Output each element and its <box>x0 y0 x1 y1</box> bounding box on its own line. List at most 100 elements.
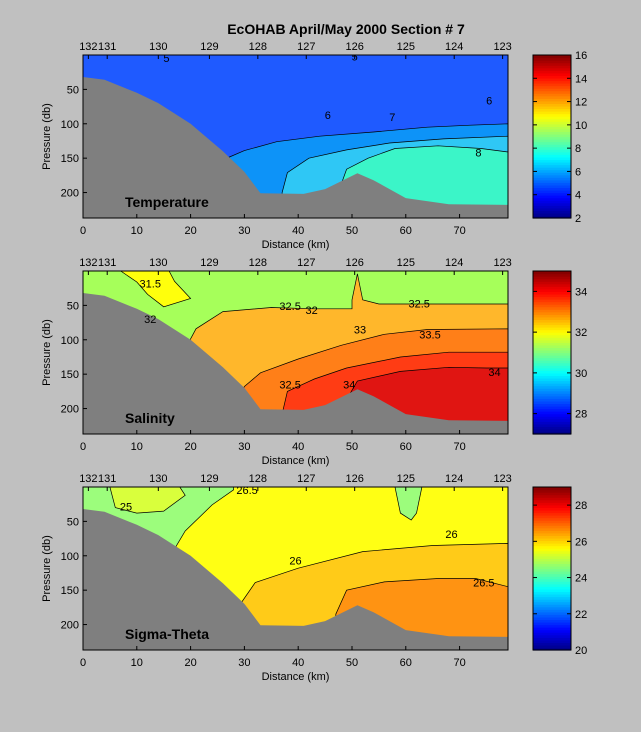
salinity-axes-box <box>82 270 509 435</box>
sigma-theta-station-label: 128 <box>249 473 267 485</box>
sigma-theta-colorbar: 20 22 24 26 28 <box>532 486 587 657</box>
temperature-colorbar-step <box>533 67 571 71</box>
temperature-colorbar-step <box>533 121 571 125</box>
salinity-colorbar-step <box>533 365 571 369</box>
sigma-theta-contour-label: 26 <box>445 529 457 541</box>
salinity-colorbar-step <box>533 337 571 341</box>
temperature-y-axis-label: Pressure (db) <box>41 103 53 170</box>
salinity-colorbar-step <box>533 411 571 415</box>
temperature-colorbar-step <box>533 131 571 135</box>
salinity-contour-label: 32 <box>306 305 318 317</box>
sigma-theta-contour-label: 26.5 <box>473 578 494 590</box>
temperature-contour-label: 7 <box>389 112 395 124</box>
sigma-theta-x-tick-label: 10 <box>131 657 143 669</box>
salinity-colorbar-step <box>533 301 571 305</box>
temperature-colorbar-step <box>533 200 571 204</box>
salinity-y-tick-label: 50 <box>67 300 79 312</box>
sigma-theta-colorbar-step <box>533 583 571 587</box>
sigma-theta-colorbar-step <box>533 596 571 600</box>
temperature-colorbar-step <box>533 136 571 140</box>
sigma-theta-contour-band <box>109 487 186 514</box>
temperature-colorbar-step <box>533 139 571 143</box>
sigma-theta-contour-label: 26 <box>289 556 301 568</box>
temperature-x-tick-label: 70 <box>453 225 465 237</box>
sigma-theta-colorbar-step <box>533 586 571 590</box>
sigma-theta-colorbar-step <box>533 599 571 603</box>
temperature-station-label: 132 <box>79 41 97 53</box>
sigma-theta-x-tick-label: 50 <box>346 657 358 669</box>
temperature-x-tick-label: 40 <box>292 225 304 237</box>
temperature-x-axis-label: Distance (km) <box>262 239 330 251</box>
salinity-contour-label: 32.5 <box>279 301 300 313</box>
temperature-contour-label: 5 <box>163 53 169 65</box>
sigma-theta-colorbar-step <box>533 568 571 572</box>
temperature-colorbar-step <box>533 77 571 82</box>
sigma-theta-colorbar-tick-label: 26 <box>575 536 587 548</box>
temperature-colorbar-step <box>533 133 571 138</box>
salinity-colorbar-step <box>533 428 571 433</box>
salinity-colorbar-step <box>533 349 571 354</box>
salinity-station-label: 131 <box>98 257 116 269</box>
salinity-colorbar-step <box>533 357 571 361</box>
temperature-station-label: 124 <box>445 41 463 53</box>
salinity-contour-label: 34 <box>488 367 500 379</box>
salinity-colorbar-tick-label: 32 <box>575 327 587 339</box>
temperature-colorbar-step <box>533 128 571 133</box>
salinity-colorbar: 28 30 32 34 <box>532 270 587 435</box>
sigma-theta-x-tick-label: 30 <box>238 657 250 669</box>
sigma-theta-colorbar-step <box>533 558 571 562</box>
temperature-colorbar-step <box>533 189 571 194</box>
temperature-colorbar-step <box>533 149 571 153</box>
temperature-colorbar-step <box>533 182 571 186</box>
sigma-theta-x-axis-label: Distance (km) <box>262 671 330 683</box>
temperature-colorbar-step <box>533 62 571 66</box>
temperature-colorbar-step <box>533 88 571 92</box>
salinity-colorbar-step <box>533 390 571 394</box>
sigma-theta-colorbar-step <box>533 535 571 539</box>
sigma-theta-colorbar-tick-label: 20 <box>575 645 587 657</box>
salinity-colorbar-step <box>533 329 571 333</box>
salinity-contour-label: 31.5 <box>140 278 161 290</box>
sigma-theta-x-tick-label: 60 <box>400 657 412 669</box>
temperature-colorbar-step <box>533 212 571 217</box>
temperature-colorbar-step <box>533 205 571 209</box>
salinity-station-label: 130 <box>149 257 167 269</box>
salinity-colorbar-step <box>533 372 571 377</box>
salinity-colorbar-step <box>533 334 571 338</box>
salinity-colorbar-step <box>533 344 571 349</box>
salinity-colorbar-step <box>533 388 571 392</box>
temperature-colorbar-step <box>533 174 571 178</box>
salinity-y-tick-label: 100 <box>61 335 79 347</box>
temperature-colorbar-step <box>533 202 571 206</box>
panels: 556678Temperature 0 10 20 30 40 50 60 70 132 131 13… <box>41 41 587 683</box>
temperature-x-tick-label: 50 <box>346 225 358 237</box>
salinity-colorbar-step <box>533 393 571 397</box>
temperature-plot-area: 5 5 6 6 7 8 <box>83 53 508 218</box>
temperature-y-tick-label: 150 <box>61 153 79 165</box>
sigma-theta-contour-label: 25 <box>120 501 132 513</box>
salinity-y-axis-label: Pressure (db) <box>41 319 53 386</box>
sigma-theta-y-axis-label: Pressure (db) <box>41 535 53 602</box>
salinity-contour-label: 33.5 <box>419 329 440 341</box>
salinity-colorbar-step <box>533 431 571 435</box>
salinity-colorbar-step <box>533 377 571 382</box>
sigma-theta-colorbar-step <box>533 588 571 593</box>
temperature-colorbar-step <box>533 83 571 87</box>
salinity-station-label: 126 <box>345 257 363 269</box>
temperature-colorbar-step <box>533 80 571 84</box>
salinity-colorbar-step <box>533 304 571 308</box>
salinity-contour-band <box>120 271 192 308</box>
temperature-colorbar-tick-label: 8 <box>575 143 581 155</box>
salinity-colorbar-step <box>533 296 571 300</box>
temperature-station-label: 127 <box>297 41 315 53</box>
salinity-station-label: 125 <box>397 257 415 269</box>
sigma-theta-colorbar-step <box>533 573 571 577</box>
salinity-station-label: 127 <box>297 257 315 269</box>
sigma-theta-colorbar-step <box>533 543 571 547</box>
sigma-theta-colorbar-step <box>533 606 571 610</box>
temperature-colorbar-step <box>533 113 571 117</box>
temperature-colorbar-step <box>533 111 571 115</box>
sigma-theta-x-tick-label: 0 <box>80 657 86 669</box>
temperature-panel-title: Temperature <box>125 194 209 210</box>
